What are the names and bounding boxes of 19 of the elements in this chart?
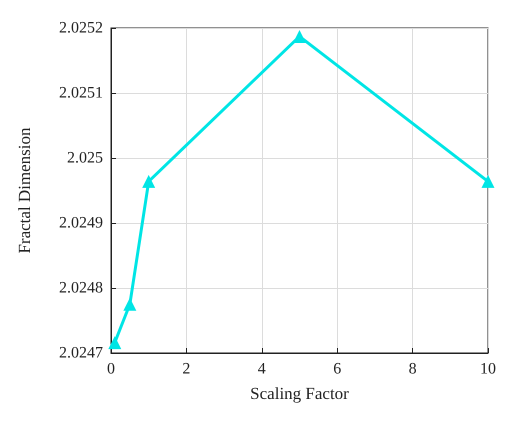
- point: [142, 174, 156, 188]
- point: [108, 336, 122, 350]
- x-tick-label: 0: [107, 360, 115, 378]
- point: [293, 30, 306, 43]
- y-tick-label: 2.0248: [59, 280, 103, 296]
- y-axis-title: Fractal Dimension: [15, 126, 34, 254]
- y-tick-label: 2.0251: [59, 84, 103, 102]
- x-tick-label: 4: [258, 360, 266, 378]
- x-tick-label: 6: [333, 360, 342, 378]
- y-tick-label: 2.0252: [59, 20, 103, 36]
- y-tick-label: 2.0247: [59, 344, 103, 362]
- y-tick-label: 2.025: [67, 150, 103, 166]
- point: [482, 174, 494, 188]
- x-axis-title: Scaling Factor: [250, 384, 350, 403]
- y-tick-label: 2.0249: [59, 214, 103, 232]
- point: [123, 298, 136, 311]
- x-tick-label: 10: [480, 360, 496, 378]
- x-tick-label: 2: [182, 360, 190, 378]
- x-tick-label: 8: [408, 360, 417, 378]
